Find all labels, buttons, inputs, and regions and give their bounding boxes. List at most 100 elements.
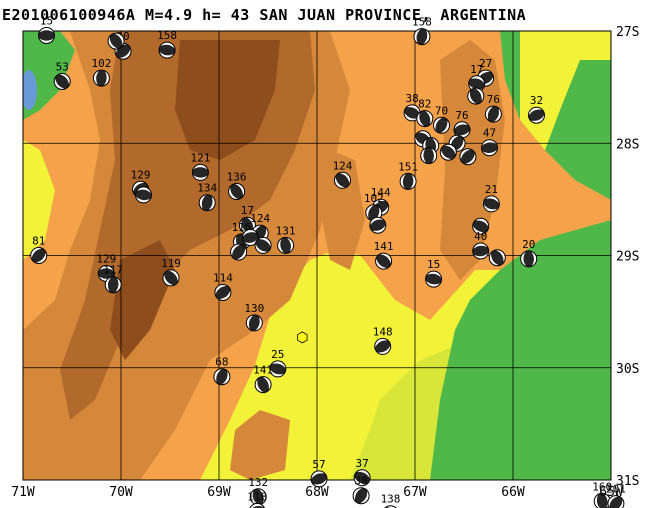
mechanism-depth-label: 132 bbox=[248, 476, 268, 489]
latitude-tick-label: 30S bbox=[616, 362, 639, 377]
latitude-tick-label: 28S bbox=[616, 137, 639, 152]
focal-mechanism[interactable]: 158 bbox=[412, 16, 432, 47]
focal-mechanism[interactable]: 40 bbox=[471, 230, 490, 260]
lat-lon-grid bbox=[23, 31, 611, 480]
mechanism-depth-label: 118 bbox=[247, 490, 267, 503]
focal-mechanism[interactable]: 130 bbox=[244, 302, 264, 333]
longitude-tick-label: 66W bbox=[501, 485, 525, 500]
beachball-outline bbox=[439, 143, 457, 161]
beachball-compression bbox=[374, 340, 391, 353]
mechanism-depth-label: 141 bbox=[374, 240, 394, 253]
beachball-outline bbox=[472, 217, 490, 235]
focal-mechanism[interactable]: 136 bbox=[227, 171, 247, 202]
focal-mechanism[interactable]: 57 bbox=[309, 458, 330, 488]
focal-mechanism[interactable]: 138 bbox=[380, 493, 401, 508]
beachball-outline bbox=[467, 87, 485, 105]
focal-mechanism[interactable]: 76 bbox=[484, 93, 502, 124]
focal-mechanism[interactable] bbox=[467, 86, 485, 107]
beachball-outline bbox=[459, 148, 477, 166]
beachball-outline bbox=[472, 242, 490, 260]
mechanism-depth-label: 201 bbox=[606, 483, 626, 496]
beachball-compression bbox=[163, 270, 179, 286]
focal-mechanism[interactable] bbox=[240, 229, 260, 246]
focal-mechanism[interactable] bbox=[420, 146, 438, 165]
mechanism-depth-label: 40 bbox=[474, 230, 487, 243]
focal-mechanism[interactable]: 70 bbox=[433, 104, 451, 135]
focal-mechanism[interactable]: 15 bbox=[38, 15, 56, 44]
beachball-compression bbox=[109, 33, 123, 50]
beachball-outline bbox=[254, 376, 272, 394]
mechanism-depth-label: 136 bbox=[227, 171, 247, 184]
focal-mechanism[interactable]: 131 bbox=[276, 224, 296, 255]
focal-mechanism[interactable]: 38 bbox=[352, 475, 370, 506]
mechanism-depth-label: 27 bbox=[479, 57, 492, 70]
beachball-outline bbox=[107, 32, 125, 50]
beachball-outline bbox=[104, 276, 122, 294]
beachball-outline bbox=[528, 106, 545, 124]
mechanism-depth-label: 160 bbox=[592, 480, 612, 493]
focal-mechanism[interactable]: 47 bbox=[480, 127, 499, 157]
focal-mechanism[interactable] bbox=[134, 186, 153, 204]
focal-mechanism[interactable] bbox=[458, 147, 478, 167]
focal-mechanism[interactable] bbox=[229, 242, 248, 263]
focal-mechanism[interactable] bbox=[438, 142, 459, 162]
focal-mechanism[interactable]: 117 bbox=[103, 264, 123, 294]
beachball-compression bbox=[269, 363, 286, 375]
focal-mechanism[interactable]: 25 bbox=[268, 348, 288, 378]
focal-mechanism[interactable]: 118 bbox=[247, 490, 267, 508]
focal-mechanism[interactable]: 82 bbox=[416, 98, 434, 129]
focal-mechanism[interactable]: 17 bbox=[238, 204, 256, 235]
focal-mechanism[interactable]: 141 bbox=[253, 364, 273, 395]
focal-mechanism[interactable]: 21 bbox=[481, 183, 501, 213]
mechanism-depth-label: 144 bbox=[371, 186, 391, 199]
axis-ticks: 71W 70W 69W 68W 67W 66W 65W 27S 28S 29S 30S 31S bbox=[11, 25, 639, 500]
beachball-outline bbox=[310, 470, 328, 488]
beachball-outline bbox=[520, 250, 538, 268]
focal-mechanism[interactable] bbox=[488, 247, 507, 268]
focal-mechanism[interactable]: 132 bbox=[248, 476, 268, 507]
mechanism-depth-label: 38 bbox=[354, 475, 367, 488]
focal-mechanism[interactable]: 37 bbox=[352, 457, 373, 487]
focal-mechanism[interactable]: 53 bbox=[52, 61, 72, 92]
focal-mechanism[interactable]: 134 bbox=[197, 182, 218, 213]
focal-mechanism[interactable]: 81 bbox=[29, 235, 49, 266]
focal-mechanism[interactable]: 151 bbox=[398, 160, 418, 190]
mechanism-depth-label: 15 bbox=[427, 258, 440, 271]
beachball-compression bbox=[460, 149, 476, 165]
focal-mechanism[interactable] bbox=[367, 216, 388, 234]
focal-mechanism[interactable] bbox=[470, 217, 491, 235]
beachball-compression bbox=[440, 145, 457, 160]
mechanism-depth-label: 47 bbox=[483, 127, 496, 140]
latitude-tick-label: 27S bbox=[616, 25, 639, 40]
focal-mechanism[interactable]: 124 bbox=[333, 159, 353, 190]
focal-mechanism[interactable]: 148 bbox=[372, 325, 393, 355]
beachball-outline bbox=[53, 73, 71, 90]
focal-mechanism[interactable]: 38 bbox=[402, 92, 423, 122]
focal-mechanism[interactable] bbox=[107, 31, 126, 52]
beachball-compression bbox=[416, 28, 428, 45]
focal-mechanism[interactable]: 121 bbox=[190, 151, 210, 181]
focal-mechanism[interactable]: 76 bbox=[452, 109, 472, 139]
focal-mechanism[interactable]: 68 bbox=[213, 356, 231, 387]
focal-mechanism[interactable]: 160 bbox=[592, 480, 612, 508]
mechanism-depth-label: 53 bbox=[56, 61, 69, 74]
focal-mechanism[interactable]: 141 bbox=[373, 240, 394, 271]
beachball-outline bbox=[213, 368, 231, 386]
focal-mechanism[interactable]: 15 bbox=[424, 258, 444, 288]
mechanism-depth-label: 17 bbox=[470, 63, 483, 76]
focal-mechanism[interactable]: 114 bbox=[213, 272, 234, 303]
focal-mechanism[interactable]: 20 bbox=[520, 238, 538, 268]
focal-mechanism[interactable]: 119 bbox=[161, 257, 181, 288]
focal-mechanism[interactable]: 32 bbox=[526, 94, 547, 124]
focal-mechanism[interactable]: 158 bbox=[157, 29, 177, 59]
beachball-outline bbox=[241, 229, 259, 246]
focal-mechanism[interactable] bbox=[253, 236, 274, 255]
mechanism-depth-label: 114 bbox=[213, 272, 233, 285]
terrain-yellow-west bbox=[23, 140, 55, 260]
beachball-compression bbox=[230, 183, 243, 200]
focal-mechanism[interactable]: 102 bbox=[91, 57, 111, 87]
focal-mechanism[interactable]: 17 bbox=[467, 63, 487, 93]
beachball-compression bbox=[419, 110, 431, 127]
